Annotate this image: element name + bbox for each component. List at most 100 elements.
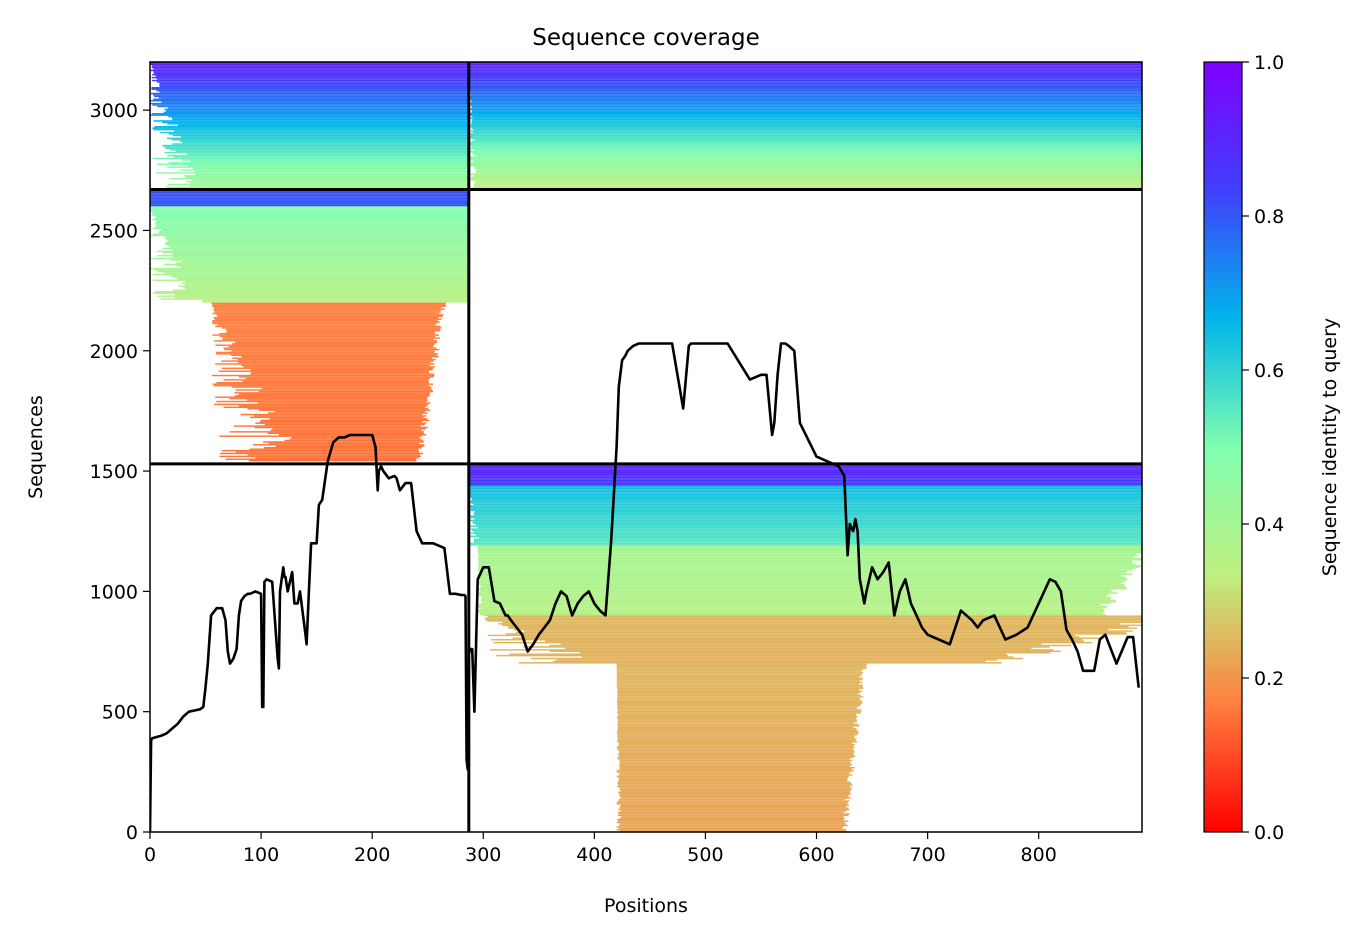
heatmap-row — [617, 791, 851, 794]
heatmap-row — [478, 562, 1133, 564]
heatmap-row — [152, 273, 469, 276]
heatmap-row — [616, 829, 847, 831]
heatmap-row — [153, 98, 469, 101]
heatmap-row — [152, 104, 469, 106]
heatmap-row — [181, 282, 469, 284]
heatmap-row — [470, 94, 1142, 96]
heatmap-row — [168, 133, 469, 135]
heatmap-row — [174, 293, 469, 296]
heatmap-row — [469, 74, 1142, 76]
heatmap-row — [268, 442, 419, 445]
heatmap-row — [619, 795, 849, 798]
heatmap-row — [476, 169, 1142, 171]
heatmap-row — [616, 821, 845, 824]
heatmap-row — [250, 369, 433, 371]
heatmap-row — [153, 120, 469, 122]
heatmap-row — [477, 582, 1122, 584]
y-tick-label: 2000 — [90, 341, 138, 363]
coverage-heatmap — [150, 62, 1142, 832]
heatmap-row — [182, 141, 469, 144]
heatmap-row — [213, 384, 429, 387]
heatmap-row — [564, 647, 1032, 650]
heatmap-row — [469, 164, 1142, 167]
heatmap-row — [153, 71, 469, 73]
heatmap-row — [468, 476, 1142, 479]
heatmap-row — [174, 296, 469, 299]
heatmap-row — [150, 69, 469, 72]
heatmap-row — [258, 402, 431, 404]
heatmap-row — [479, 577, 1127, 580]
heatmap-row — [177, 124, 469, 127]
heatmap-row — [172, 289, 469, 292]
heatmap-row — [616, 712, 861, 714]
heatmap-row — [155, 75, 469, 77]
heatmap-row — [212, 305, 446, 307]
heatmap-row — [619, 793, 851, 795]
heatmap-row — [212, 304, 446, 306]
heatmap-row — [156, 163, 469, 165]
heatmap-row — [261, 387, 432, 390]
heatmap-row — [150, 234, 469, 237]
heatmap-row — [150, 206, 469, 208]
heatmap-row — [617, 736, 855, 739]
heatmap-row — [617, 693, 859, 695]
heatmap-row — [157, 295, 469, 297]
heatmap-row — [468, 468, 1142, 470]
heatmap-row — [159, 230, 469, 232]
heatmap-row — [617, 706, 858, 708]
heatmap-row — [222, 338, 434, 341]
heatmap-row — [216, 353, 439, 355]
heatmap-row — [618, 800, 850, 802]
heatmap-row — [229, 431, 424, 433]
heatmap-row — [485, 618, 1142, 621]
heatmap-row — [150, 92, 469, 95]
heatmap-row — [468, 65, 1142, 67]
heatmap-row — [468, 475, 1142, 477]
heatmap-row — [470, 91, 1142, 93]
heatmap-row — [472, 186, 1142, 189]
heatmap-row — [616, 700, 862, 703]
heatmap-row — [163, 111, 469, 114]
heatmap-row — [515, 631, 1126, 634]
heatmap-row — [241, 356, 439, 358]
heatmap-row — [508, 627, 1138, 629]
heatmap-row — [231, 350, 435, 352]
heatmap-row — [167, 107, 469, 109]
heatmap-row — [151, 65, 469, 67]
heatmap-row — [481, 596, 1112, 599]
heatmap-row — [248, 459, 417, 462]
heatmap-row — [172, 276, 469, 279]
heatmap-row — [472, 110, 1142, 112]
heatmap-row — [469, 108, 1142, 111]
heatmap-row — [158, 231, 469, 234]
heatmap-row — [163, 272, 469, 274]
heatmap-row — [468, 466, 1142, 469]
heatmap-row — [222, 337, 440, 339]
x-tick-label: 800 — [1021, 844, 1057, 866]
heatmap-row — [470, 492, 1142, 494]
heatmap-row — [169, 149, 469, 151]
heatmap-row — [156, 224, 469, 227]
heatmap-row — [524, 630, 1133, 632]
heatmap-row — [468, 487, 1142, 490]
heatmap-row — [171, 139, 469, 141]
heatmap-block-3 — [150, 206, 469, 303]
heatmap-row — [469, 493, 1142, 496]
heatmap-row — [470, 104, 1142, 106]
heatmap-row — [230, 354, 437, 357]
heatmap-row — [473, 518, 1142, 520]
heatmap-row — [214, 306, 442, 309]
heatmap-row — [469, 535, 1142, 537]
heatmap-row — [479, 583, 1125, 586]
heatmap-row — [617, 690, 863, 692]
heatmap-row — [167, 240, 469, 242]
heatmap-row — [237, 358, 436, 361]
heatmap-row — [194, 170, 469, 173]
x-tick-label: 300 — [465, 844, 501, 866]
heatmap-row — [507, 626, 1129, 628]
plot-frame — [149, 61, 1143, 833]
heatmap-row — [619, 761, 851, 763]
heatmap-row — [468, 479, 1142, 482]
heatmap-row — [469, 542, 1142, 545]
heatmap-row — [481, 601, 1117, 603]
